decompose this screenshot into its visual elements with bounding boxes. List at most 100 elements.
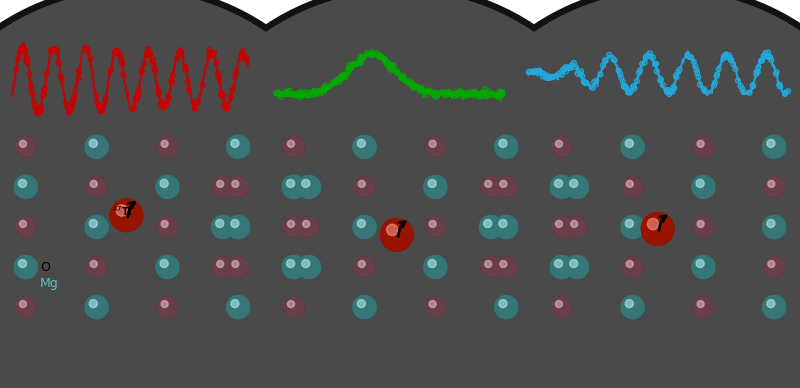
Point (555, 71, 568, 78)
Circle shape (22, 223, 27, 229)
Circle shape (626, 140, 638, 152)
Point (148, 66, 161, 72)
Circle shape (234, 183, 239, 188)
Point (650, 68, 663, 74)
Circle shape (287, 140, 294, 147)
Circle shape (89, 179, 104, 194)
Circle shape (497, 298, 514, 315)
Point (391, 69, 404, 76)
Point (564, 65, 577, 71)
Circle shape (499, 139, 507, 147)
Circle shape (231, 220, 243, 232)
Point (527, 68, 540, 74)
Point (12, 56, 25, 62)
Circle shape (694, 137, 714, 157)
Circle shape (214, 178, 231, 195)
Point (608, 57, 621, 63)
Point (666, 88, 678, 95)
Circle shape (765, 298, 782, 315)
Circle shape (219, 263, 224, 268)
Point (643, 50, 656, 57)
Circle shape (424, 255, 447, 279)
Circle shape (572, 182, 580, 190)
Point (113, 50, 126, 56)
Circle shape (559, 265, 561, 267)
Circle shape (85, 215, 108, 239)
Circle shape (16, 217, 36, 237)
Circle shape (487, 183, 492, 188)
Circle shape (503, 144, 506, 147)
Circle shape (94, 223, 97, 227)
Circle shape (299, 177, 318, 196)
Circle shape (216, 180, 230, 193)
Circle shape (424, 175, 447, 199)
Point (468, 89, 481, 95)
Circle shape (700, 223, 705, 229)
Point (182, 80, 194, 86)
Circle shape (233, 222, 241, 230)
Circle shape (217, 181, 227, 191)
Circle shape (92, 223, 98, 229)
Circle shape (503, 184, 506, 187)
Point (25, 87, 38, 93)
Circle shape (556, 181, 566, 191)
Circle shape (359, 262, 368, 270)
Point (339, 74, 352, 80)
Circle shape (89, 220, 102, 233)
Circle shape (221, 224, 222, 226)
Circle shape (216, 260, 230, 273)
Point (712, 66, 725, 72)
Circle shape (305, 263, 310, 268)
Circle shape (17, 298, 35, 316)
Point (495, 90, 508, 97)
Circle shape (90, 301, 101, 311)
Circle shape (555, 220, 562, 227)
Circle shape (567, 217, 587, 237)
Point (216, 91, 229, 97)
Point (290, 91, 302, 97)
Circle shape (217, 221, 227, 231)
Point (366, 52, 378, 58)
Circle shape (298, 255, 321, 279)
Circle shape (495, 216, 517, 237)
Point (445, 91, 458, 97)
Circle shape (358, 301, 369, 311)
Circle shape (18, 299, 33, 314)
Point (378, 57, 390, 63)
Circle shape (230, 300, 244, 313)
Point (131, 92, 144, 99)
Circle shape (122, 211, 127, 216)
Point (396, 75, 409, 81)
Circle shape (234, 263, 239, 268)
Circle shape (623, 258, 642, 276)
Point (398, 77, 411, 83)
Circle shape (94, 144, 96, 146)
Point (158, 104, 170, 110)
Point (146, 58, 158, 64)
Circle shape (287, 301, 294, 308)
Point (335, 73, 348, 79)
Circle shape (285, 218, 303, 236)
Point (774, 83, 786, 90)
Circle shape (481, 217, 501, 236)
Circle shape (428, 220, 442, 233)
Circle shape (695, 219, 710, 234)
Circle shape (698, 262, 706, 270)
Point (349, 61, 362, 68)
Circle shape (479, 215, 502, 239)
Circle shape (117, 206, 134, 222)
Point (401, 80, 414, 86)
Point (237, 48, 250, 54)
Circle shape (221, 265, 222, 267)
Circle shape (387, 225, 404, 242)
Circle shape (698, 141, 708, 151)
Circle shape (426, 138, 443, 155)
Circle shape (386, 224, 398, 236)
Circle shape (301, 259, 316, 274)
Circle shape (286, 260, 300, 273)
Point (132, 87, 145, 93)
Point (734, 83, 747, 89)
Circle shape (229, 258, 247, 276)
Circle shape (360, 223, 366, 229)
Circle shape (501, 182, 510, 190)
